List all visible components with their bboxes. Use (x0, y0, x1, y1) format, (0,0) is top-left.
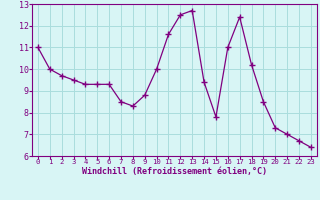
X-axis label: Windchill (Refroidissement éolien,°C): Windchill (Refroidissement éolien,°C) (82, 167, 267, 176)
